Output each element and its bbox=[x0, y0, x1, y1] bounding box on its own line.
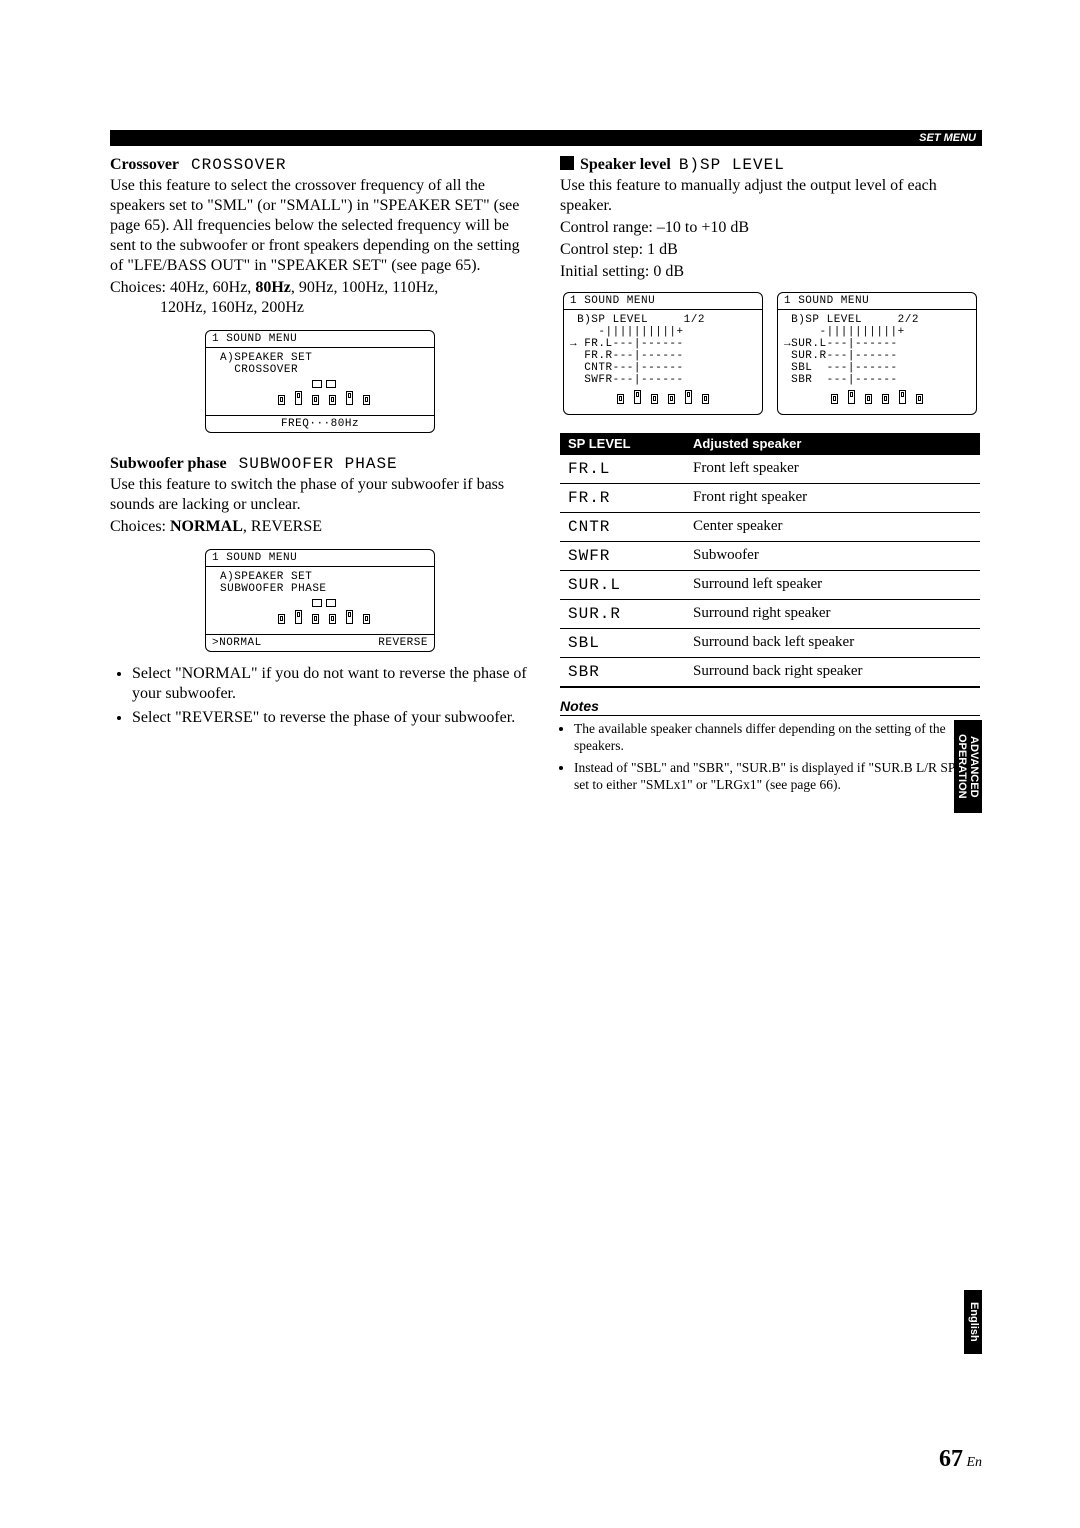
subphase-bullets: Select "NORMAL" if you do not want to re… bbox=[110, 664, 530, 728]
lcd-bot: FREQ···80Hz bbox=[206, 415, 434, 432]
left-column: Crossover CROSSOVER Use this feature to … bbox=[110, 156, 530, 798]
table-row: SUR.LSurround left speaker bbox=[560, 570, 980, 599]
choices-suffix: , 90Hz, 100Hz, 110Hz, bbox=[291, 279, 438, 296]
choices-prefix: Choices: 40Hz, 60Hz, bbox=[110, 279, 255, 296]
notes-list: The available speaker channels differ de… bbox=[560, 720, 980, 794]
lcd-mid: A)SPEAKER SET SUBWOOFER PHASE bbox=[206, 567, 434, 634]
splevel-title: Speaker level bbox=[580, 156, 671, 173]
notes-label: Notes bbox=[560, 698, 980, 716]
splevel-range: Control range: –10 to +10 dB bbox=[560, 218, 980, 238]
crossover-lcd-title: CROSSOVER bbox=[191, 156, 286, 174]
splevel-lcd-1: 1 SOUND MENU B)SP LEVEL 1/2 -||||||||||+… bbox=[563, 292, 763, 415]
splevel-initial: Initial setting: 0 dB bbox=[560, 262, 980, 282]
crossover-choices-2: 120Hz, 160Hz, 200Hz bbox=[110, 298, 530, 318]
splevel-step: Control step: 1 dB bbox=[560, 240, 980, 260]
sp-choices-prefix: Choices: bbox=[110, 518, 170, 535]
splevel-lcd-2: 1 SOUND MENU B)SP LEVEL 2/2 -||||||||||+… bbox=[777, 292, 977, 415]
crossover-choices: Choices: 40Hz, 60Hz, 80Hz, 90Hz, 100Hz, … bbox=[110, 278, 530, 298]
square-bullet-icon bbox=[560, 156, 574, 170]
table-row: FR.LFront left speaker bbox=[560, 454, 980, 483]
th-sp-level: SP LEVEL bbox=[560, 433, 685, 455]
table-row: SBRSurround back right speaker bbox=[560, 657, 980, 687]
crossover-text: Use this feature to select the crossover… bbox=[110, 176, 530, 276]
subphase-title: Subwoofer phase bbox=[110, 455, 227, 472]
sp-level-table: SP LEVEL Adjusted speaker FR.LFront left… bbox=[560, 433, 980, 688]
lcd-mid: B)SP LEVEL 2/2 -||||||||||+ →SUR.L---|--… bbox=[778, 310, 976, 414]
lcd-mid: B)SP LEVEL 1/2 -||||||||||+ → FR.L---|--… bbox=[564, 310, 762, 414]
splevel-text: Use this feature to manually adjust the … bbox=[560, 176, 980, 216]
splevel-lcd-title: B)SP LEVEL bbox=[679, 156, 785, 174]
lcd-top: 1 SOUND MENU bbox=[778, 293, 976, 310]
side-tab-advanced: ADVANCEDOPERATION bbox=[954, 720, 982, 813]
lcd-top: 1 SOUND MENU bbox=[206, 331, 434, 348]
table-row: CNTRCenter speaker bbox=[560, 512, 980, 541]
crossover-heading: Crossover CROSSOVER bbox=[110, 156, 530, 174]
bullet-normal: Select "NORMAL" if you do not want to re… bbox=[132, 664, 530, 704]
crossover-title: Crossover bbox=[110, 156, 179, 173]
sp-choices-bold: NORMAL bbox=[170, 518, 243, 535]
subphase-lcd-title: SUBWOOFER PHASE bbox=[239, 455, 398, 473]
lcd-mid: A)SPEAKER SET CROSSOVER bbox=[206, 348, 434, 415]
content-columns: Crossover CROSSOVER Use this feature to … bbox=[110, 156, 980, 798]
subphase-choices: Choices: NORMAL, REVERSE bbox=[110, 517, 530, 537]
lcd-top: 1 SOUND MENU bbox=[564, 293, 762, 310]
sp-choices-suffix: , REVERSE bbox=[243, 518, 322, 535]
lcd-bot: >NORMALREVERSE bbox=[206, 634, 434, 651]
note-2: Instead of "SBL" and "SBR", "SUR.B" is d… bbox=[574, 759, 980, 794]
crossover-lcd-box: 1 SOUND MENU A)SPEAKER SET CROSSOVER FRE… bbox=[205, 330, 435, 433]
table-row: FR.RFront right speaker bbox=[560, 483, 980, 512]
lcd-top: 1 SOUND MENU bbox=[206, 550, 434, 567]
note-1: The available speaker channels differ de… bbox=[574, 720, 980, 755]
table-row: SUR.RSurround right speaker bbox=[560, 599, 980, 628]
subphase-text: Use this feature to switch the phase of … bbox=[110, 475, 530, 515]
table-row: SWFRSubwoofer bbox=[560, 541, 980, 570]
subphase-heading: Subwoofer phase SUBWOOFER PHASE bbox=[110, 455, 530, 473]
choices-bold: 80Hz bbox=[255, 279, 291, 296]
page-number: 67 En bbox=[939, 1446, 982, 1473]
header-bar: SET MENU bbox=[110, 130, 982, 146]
splevel-lcd-pair: 1 SOUND MENU B)SP LEVEL 1/2 -||||||||||+… bbox=[560, 292, 980, 415]
bullet-reverse: Select "REVERSE" to reverse the phase of… bbox=[132, 708, 530, 728]
splevel-heading: Speaker level B)SP LEVEL bbox=[560, 156, 980, 174]
right-column: Speaker level B)SP LEVEL Use this featur… bbox=[560, 156, 980, 798]
table-row: SBLSurround back left speaker bbox=[560, 628, 980, 657]
side-tab-language: English bbox=[964, 1290, 982, 1354]
th-adjusted: Adjusted speaker bbox=[685, 433, 980, 455]
subphase-lcd-box: 1 SOUND MENU A)SPEAKER SET SUBWOOFER PHA… bbox=[205, 549, 435, 652]
